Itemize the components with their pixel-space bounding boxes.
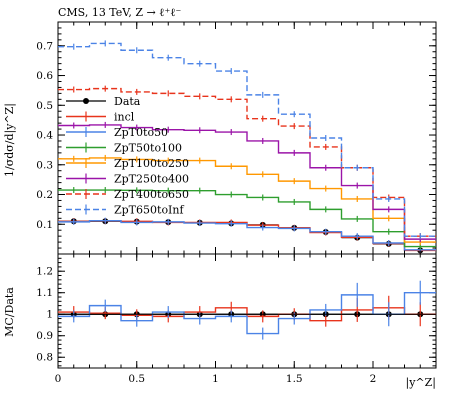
y-tick-label: 0.2 bbox=[36, 189, 53, 201]
y-tick-label: 0.3 bbox=[36, 159, 53, 171]
series-line bbox=[58, 87, 436, 237]
legend-marker bbox=[83, 98, 89, 104]
legend-item: Data bbox=[66, 95, 141, 108]
ratio-panel: 0.8 0.9 1 1.1 1.2 0 0.5 1 1.5 2 MC/Data |y^Z| bbox=[3, 22, 437, 390]
y-tick-label: 0.1 bbox=[36, 219, 53, 231]
legend-label: ZpT50to100 bbox=[114, 142, 182, 155]
legend-item: ZpT50to100 bbox=[66, 142, 182, 155]
legend-label: incl bbox=[114, 111, 135, 124]
series-line bbox=[58, 219, 436, 251]
legend-label: ZpT650toInf bbox=[114, 204, 184, 217]
legend-item: ZpT0to50 bbox=[66, 126, 168, 139]
legend-label: ZpT400to650 bbox=[114, 188, 189, 201]
main-series-group bbox=[58, 40, 436, 254]
y-tick-label: 1 bbox=[46, 309, 53, 321]
main-y-axis-label: 1/σdσ/d|y^Z| bbox=[3, 103, 17, 177]
y-tick-label: 0.9 bbox=[36, 330, 53, 342]
x-tick-label: 2 bbox=[370, 373, 377, 385]
x-tick-label: 0 bbox=[55, 373, 62, 385]
series-zpt400to650 bbox=[58, 85, 436, 240]
x-tick-label: 1 bbox=[212, 373, 219, 385]
y-tick-label: 0.8 bbox=[36, 352, 53, 364]
x-axis: 0 0.5 1 1.5 2 bbox=[55, 22, 421, 385]
main-y-axis: 0.1 0.2 0.3 0.4 0.5 0.6 0.7 bbox=[36, 27, 436, 249]
legend-item: ZpT650toInf bbox=[66, 204, 184, 217]
legend-label: Data bbox=[114, 95, 141, 108]
series-zpt650toinf bbox=[58, 40, 436, 240]
y-tick-label: 0.6 bbox=[36, 70, 53, 82]
legend-item: ZpT100to250 bbox=[66, 157, 189, 170]
ratio-y-axis: 0.8 0.9 1 1.1 1.2 bbox=[36, 257, 436, 367]
x-axis-label: |y^Z| bbox=[406, 376, 437, 390]
y-tick-label: 0.7 bbox=[36, 40, 53, 52]
legend: Data incl ZpT0to50 ZpT50to100 ZpT100to250 ZpT… bbox=[66, 95, 189, 217]
y-tick-label: 0.5 bbox=[36, 100, 53, 112]
y-tick-label: 0.4 bbox=[36, 130, 53, 142]
ratio-series-group bbox=[58, 280, 436, 340]
legend-item: ZpT250to400 bbox=[66, 173, 189, 186]
series-line bbox=[58, 292, 436, 335]
x-tick-label: 0.5 bbox=[128, 373, 145, 385]
main-panel: 0.1 0.2 0.3 0.4 0.5 0.6 0.7 Data incl ZpT0to50 Zp… bbox=[3, 21, 437, 255]
y-tick-label: 1.2 bbox=[36, 266, 53, 278]
legend-item: ZpT400to650 bbox=[66, 188, 189, 201]
legend-label: ZpT250to400 bbox=[114, 173, 189, 186]
ratio-y-axis-label: MC/Data bbox=[3, 287, 16, 337]
legend-label: ZpT100to250 bbox=[114, 157, 189, 170]
y-tick-label: 1.1 bbox=[36, 287, 53, 299]
legend-label: ZpT0to50 bbox=[114, 126, 168, 139]
x-tick-label: 1.5 bbox=[286, 373, 303, 385]
legend-item: incl bbox=[66, 111, 135, 124]
chart-title: CMS, 13 TeV, Z → ℓ⁺ℓ⁻ bbox=[58, 6, 182, 19]
